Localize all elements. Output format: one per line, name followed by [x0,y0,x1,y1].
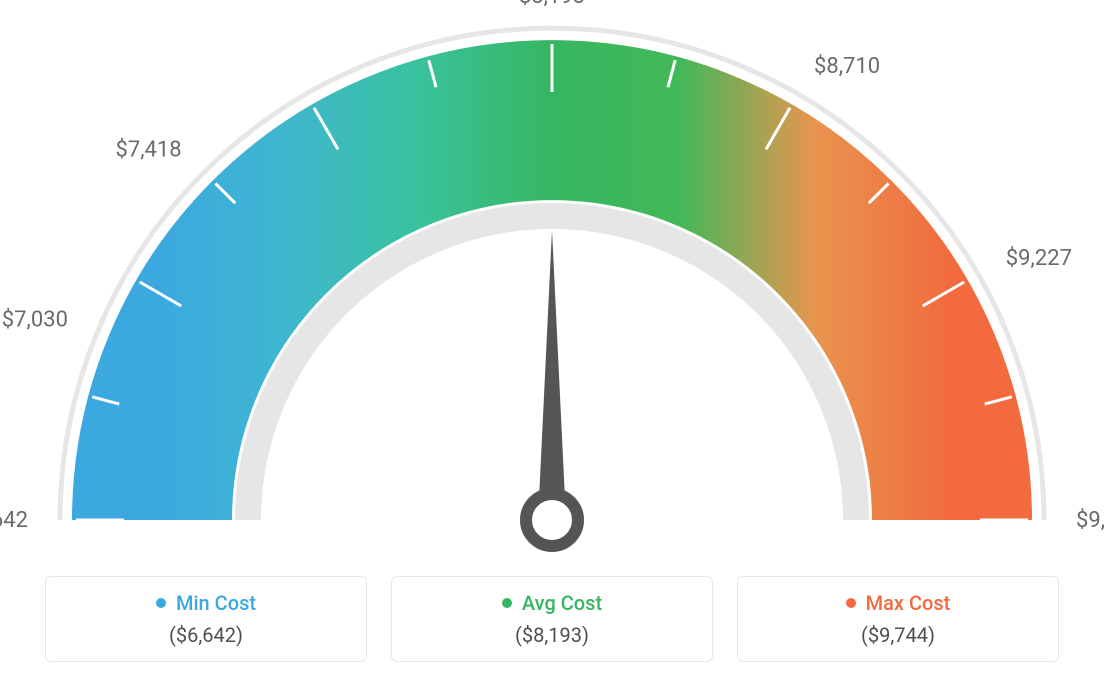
legend-dot-max [846,598,856,608]
tick-label: $7,418 [116,137,182,162]
tick-label: $6,642 [0,508,28,533]
legend-card-min: Min Cost ($6,642) [45,576,367,662]
tick-label: $7,030 [2,307,68,332]
legend-value-avg: ($8,193) [515,623,589,647]
tick-label: $8,710 [814,54,880,79]
legend: Min Cost ($6,642) Avg Cost ($8,193) Max … [0,576,1104,662]
legend-card-avg: Avg Cost ($8,193) [391,576,713,662]
cost-gauge-widget: $6,642 $7,030 $7,418 $8,193 $8,710 $9,227 $9,7… [0,0,1104,690]
legend-dot-min [156,598,166,608]
tick-label: $8,193 [519,0,585,9]
legend-value-max: ($9,744) [861,623,935,647]
legend-title-max: Max Cost [866,591,951,615]
needle [538,230,566,520]
legend-title-avg: Avg Cost [522,591,602,615]
legend-value-min: ($6,642) [169,623,243,647]
needle-hub [526,494,578,546]
legend-title-min: Min Cost [176,591,256,615]
legend-dot-avg [502,598,512,608]
gauge-chart: $6,642 $7,030 $7,418 $8,193 $8,710 $9,227 $9,7… [0,0,1104,560]
legend-card-max: Max Cost ($9,744) [737,576,1059,662]
tick-label: $9,227 [1006,246,1072,271]
tick-label: $9,744 [1076,508,1104,533]
